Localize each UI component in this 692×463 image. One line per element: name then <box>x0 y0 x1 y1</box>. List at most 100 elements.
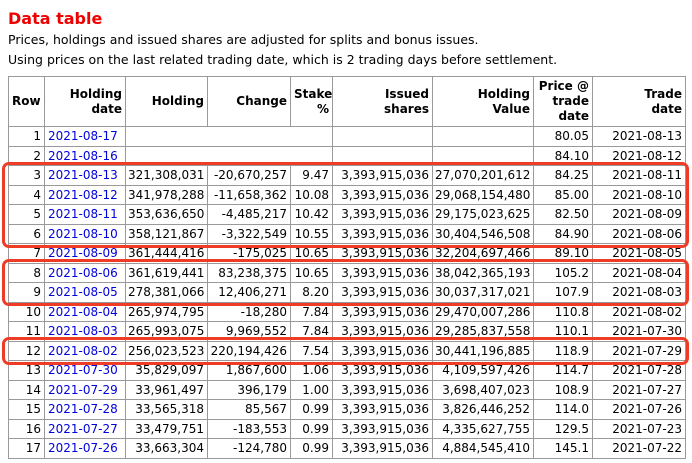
page-title: Data table <box>8 9 103 28</box>
cell-price-at-trade-date: 110.1 <box>533 321 593 342</box>
holding-date-link[interactable]: 2021-08-02 <box>44 340 126 361</box>
cell-row-number: 11 <box>8 321 45 342</box>
cell-empty-merged <box>125 145 333 166</box>
cell-stake: 10.55 <box>290 223 333 244</box>
holding-date-link[interactable]: 2021-07-28 <box>44 399 126 420</box>
cell-row-number: 6 <box>8 223 45 244</box>
cell-price-at-trade-date: 82.50 <box>533 204 593 225</box>
cell-holding: 361,619,441 <box>125 262 208 283</box>
holding-date-link[interactable]: 2021-08-10 <box>44 223 126 244</box>
cell-issued-shares: 3,393,915,036 <box>332 301 433 322</box>
holding-date-link[interactable]: 2021-07-29 <box>44 379 126 400</box>
cell-stake: 7.84 <box>290 321 333 342</box>
holding-date-link[interactable]: 2021-08-03 <box>44 321 126 342</box>
holding-date-link[interactable]: 2021-08-16 <box>44 145 126 166</box>
cell-change: -3,322,549 <box>207 223 291 244</box>
cell-holding-value: 29,175,023,625 <box>432 204 534 225</box>
cell-trade-date: 2021-08-12 <box>592 145 686 166</box>
holding-date-link[interactable]: 2021-08-06 <box>44 262 126 283</box>
cell-issued-shares: 3,393,915,036 <box>332 204 433 225</box>
cell-holding-value: 3,698,407,023 <box>432 379 534 400</box>
cell-holding: 33,479,751 <box>125 418 208 439</box>
cell-issued-shares: 3,393,915,036 <box>332 418 433 439</box>
cell-holding-value: 4,335,627,755 <box>432 418 534 439</box>
table-body: 1 2021-08-17 80.05 2021-08-13 2 2021-08-16 84.… <box>8 126 686 459</box>
cell-issued-shares: 3,393,915,036 <box>332 262 433 283</box>
cell-price-at-trade-date: 110.8 <box>533 301 593 322</box>
cell-holding-value: 30,404,546,508 <box>432 223 534 244</box>
cell-price-at-trade-date: 84.10 <box>533 145 593 166</box>
cell-trade-date: 2021-08-06 <box>592 223 686 244</box>
column-header-holding: Holding <box>125 76 208 127</box>
cell-holding: 33,663,304 <box>125 438 208 459</box>
cell-price-at-trade-date: 89.10 <box>533 243 593 264</box>
holding-date-link[interactable]: 2021-07-27 <box>44 418 126 439</box>
cell-issued-shares: 3,393,915,036 <box>332 165 433 186</box>
cell-holding: 35,829,097 <box>125 360 208 381</box>
table-row: 2 2021-08-16 84.10 2021-08-12 <box>8 145 686 166</box>
cell-issued-shares: 3,393,915,036 <box>332 184 433 205</box>
cell-holding: 256,023,523 <box>125 340 208 361</box>
cell-trade-date: 2021-08-09 <box>592 204 686 225</box>
cell-stake: 0.99 <box>290 399 333 420</box>
holding-date-link[interactable]: 2021-08-04 <box>44 301 126 322</box>
table-header: Row Holding date Holding Change Stake % … <box>8 76 686 127</box>
table-row: 12 2021-08-02 256,023,523 220,194,426 7.54 3,… <box>8 340 686 361</box>
cell-issued-shares <box>332 126 433 147</box>
cell-price-at-trade-date: 114.7 <box>533 360 593 381</box>
table-row: 11 2021-08-03 265,993,075 9,969,552 7.84 3,39… <box>8 321 686 342</box>
cell-trade-date: 2021-07-27 <box>592 379 686 400</box>
holding-date-link[interactable]: 2021-08-13 <box>44 165 126 186</box>
cell-trade-date: 2021-07-30 <box>592 321 686 342</box>
holding-date-link[interactable]: 2021-08-11 <box>44 204 126 225</box>
cell-row-number: 15 <box>8 399 45 420</box>
cell-stake: 0.99 <box>290 418 333 439</box>
cell-row-number: 9 <box>8 282 45 303</box>
column-header-row: Row <box>8 76 45 127</box>
cell-stake: 7.54 <box>290 340 333 361</box>
cell-change: 85,567 <box>207 399 291 420</box>
cell-price-at-trade-date: 84.90 <box>533 223 593 244</box>
cell-row-number: 1 <box>8 126 45 147</box>
holding-date-link[interactable]: 2021-07-30 <box>44 360 126 381</box>
cell-issued-shares: 3,393,915,036 <box>332 438 433 459</box>
table-row: 13 2021-07-30 35,829,097 1,867,600 1.06 3,393… <box>8 360 686 381</box>
cell-price-at-trade-date: 84.25 <box>533 165 593 186</box>
cell-issued-shares: 3,393,915,036 <box>332 379 433 400</box>
cell-empty-merged <box>125 126 333 147</box>
cell-holding: 361,444,416 <box>125 243 208 264</box>
holding-date-link[interactable]: 2021-08-12 <box>44 184 126 205</box>
cell-price-at-trade-date: 129.5 <box>533 418 593 439</box>
data-table: Row Holding date Holding Change Stake % … <box>8 76 686 459</box>
table-row: 15 2021-07-28 33,565,318 85,567 0.99 3,393,91… <box>8 399 686 420</box>
cell-trade-date: 2021-07-23 <box>592 418 686 439</box>
cell-trade-date: 2021-07-29 <box>592 340 686 361</box>
content-area: Data table Prices, holdings and issued s… <box>0 9 692 459</box>
cell-holding-value: 27,070,201,612 <box>432 165 534 186</box>
cell-trade-date: 2021-08-10 <box>592 184 686 205</box>
cell-row-number: 12 <box>8 340 45 361</box>
table-row: 7 2021-08-09 361,444,416 -175,025 10.65 3,393… <box>8 243 686 264</box>
page: { "page": { "title": "Data table", "desc… <box>0 9 692 463</box>
cell-trade-date: 2021-07-26 <box>592 399 686 420</box>
cell-row-number: 10 <box>8 301 45 322</box>
column-header-price-at-trade-date: Price @ trade date <box>533 76 593 127</box>
holding-date-link[interactable]: 2021-08-09 <box>44 243 126 264</box>
cell-trade-date: 2021-08-03 <box>592 282 686 303</box>
cell-change: -124,780 <box>207 438 291 459</box>
cell-row-number: 7 <box>8 243 45 264</box>
cell-stake: 1.06 <box>290 360 333 381</box>
holding-date-link[interactable]: 2021-08-17 <box>44 126 126 147</box>
cell-holding-value <box>432 145 534 166</box>
column-header-holding-value: Holding Value <box>432 76 534 127</box>
cell-holding: 358,121,867 <box>125 223 208 244</box>
cell-stake: 10.08 <box>290 184 333 205</box>
cell-holding: 341,978,288 <box>125 184 208 205</box>
cell-holding: 321,308,031 <box>125 165 208 186</box>
holding-date-link[interactable]: 2021-07-26 <box>44 438 126 459</box>
cell-holding-value: 29,285,837,558 <box>432 321 534 342</box>
cell-price-at-trade-date: 105.2 <box>533 262 593 283</box>
cell-holding-value: 29,470,007,286 <box>432 301 534 322</box>
holding-date-link[interactable]: 2021-08-05 <box>44 282 126 303</box>
cell-change: -183,553 <box>207 418 291 439</box>
